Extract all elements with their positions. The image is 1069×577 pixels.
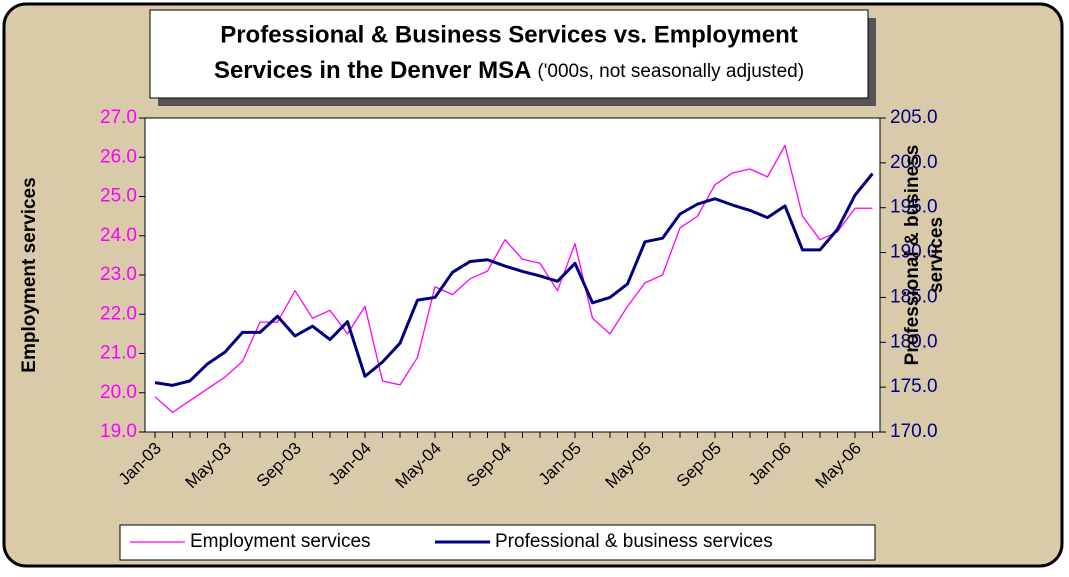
legend: [119, 524, 876, 561]
legend-label: Employment services: [190, 531, 371, 552]
y-tick-label: 24.0: [100, 225, 137, 246]
y2-tick-label: 170.0: [890, 421, 938, 442]
chart-subtitle: ('000s, not seasonally adjusted): [537, 61, 804, 82]
y2-tick-label: 205.0: [890, 107, 938, 128]
y2-tick-label: 190.0: [890, 242, 938, 263]
chart-title: Services in the Denver MSA: [214, 57, 531, 84]
y2-tick-label: 185.0: [890, 286, 938, 307]
y2-tick-label: 180.0: [890, 331, 938, 352]
y-tick-label: 27.0: [100, 107, 137, 128]
y2-tick-label: 175.0: [890, 376, 938, 397]
y-tick-label: 21.0: [100, 343, 137, 364]
y-tick-label: 19.0: [100, 421, 137, 442]
title-box: [149, 9, 869, 99]
legend-label: Professional & business services: [495, 531, 773, 552]
y-axis-title: Employment services: [19, 177, 40, 372]
y2-axis-title: Professional & business services: [902, 144, 947, 366]
y-tick-label: 22.0: [100, 303, 137, 324]
line: [154, 172, 874, 387]
chart-title: Professional & Business Services vs. Emp…: [220, 21, 798, 48]
y-tick-label: 20.0: [100, 382, 137, 403]
y-tick-label: 25.0: [100, 186, 137, 207]
line: [154, 144, 873, 414]
chart-title: Services in the Denver MSA ('000s, not se…: [214, 57, 804, 84]
y-tick-label: 23.0: [100, 264, 137, 285]
plot-area: [144, 117, 881, 433]
y2-tick-label: 200.0: [890, 152, 938, 173]
y-tick-label: 26.0: [100, 146, 137, 167]
y2-tick-label: 195.0: [890, 197, 938, 218]
